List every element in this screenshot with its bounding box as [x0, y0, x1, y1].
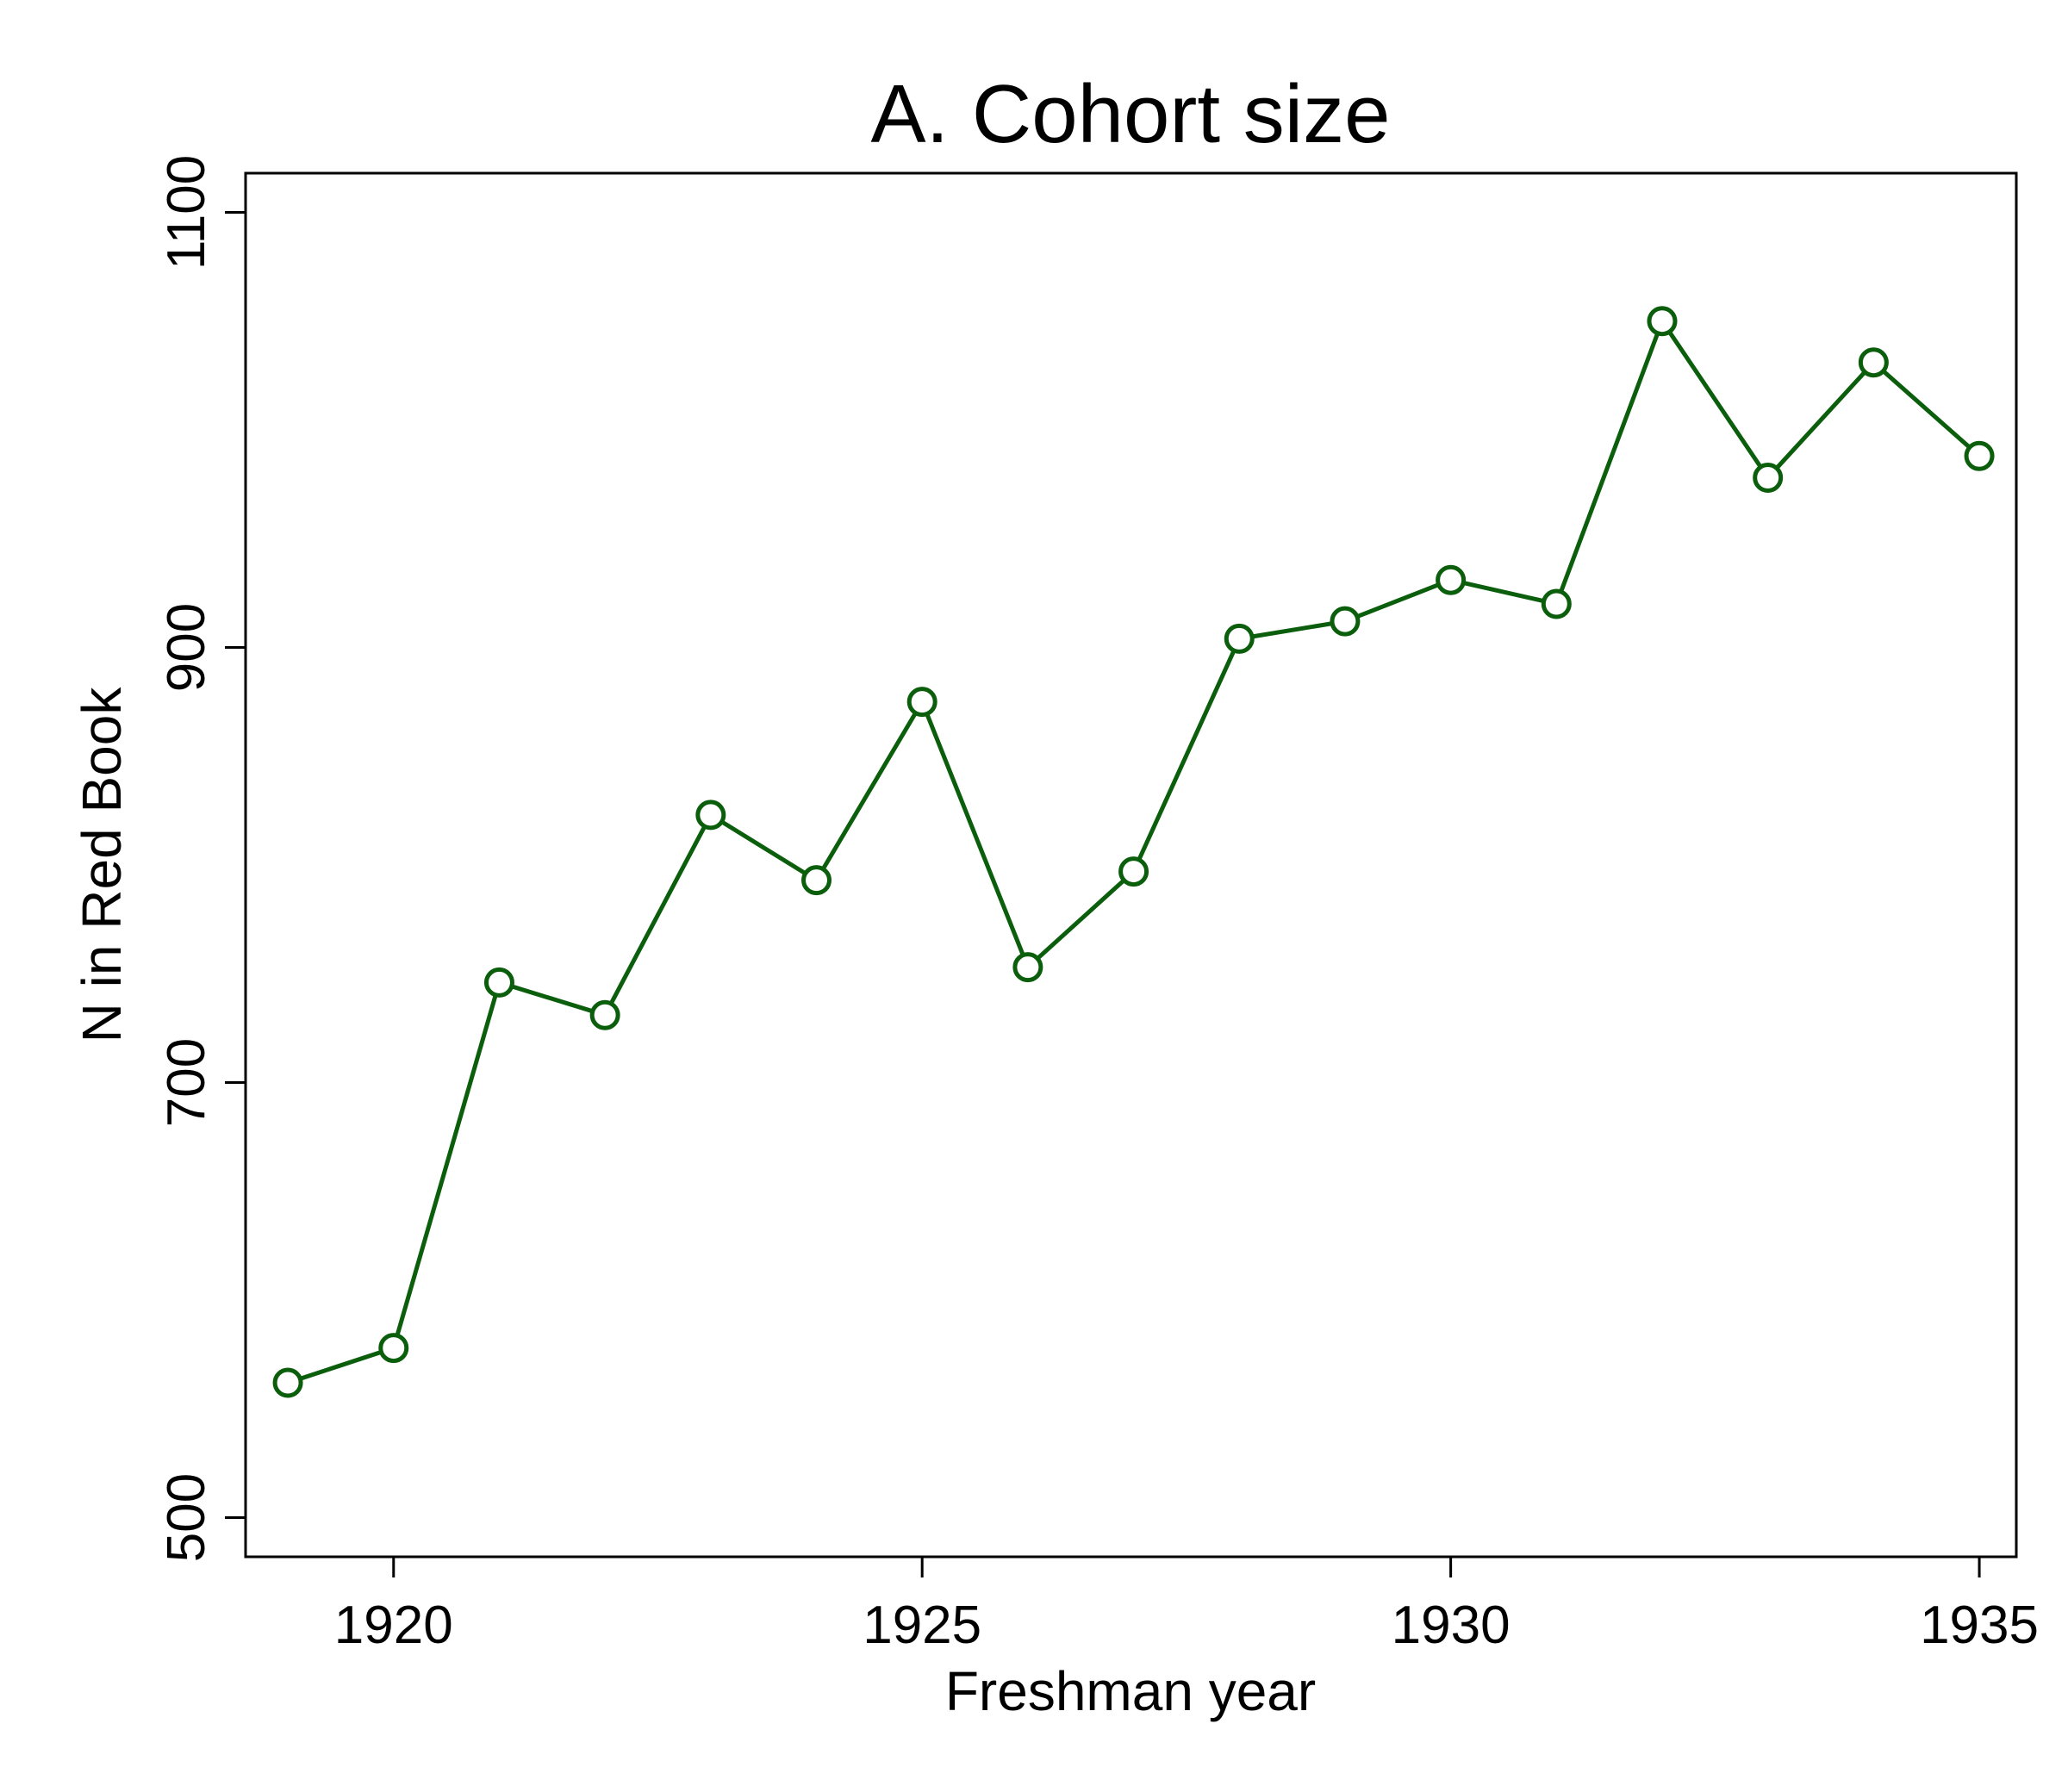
x-tick-label: 1920 [334, 1596, 453, 1655]
x-axis-label: Freshman year [945, 1660, 1316, 1722]
y-tick-label: 500 [157, 1473, 216, 1562]
data-point [1753, 463, 1784, 494]
data-point [906, 687, 937, 718]
y-tick-label: 1100 [157, 155, 216, 270]
y-axis-label: N in Red Book [71, 687, 133, 1043]
plot-area-frame [244, 171, 2018, 1559]
x-tick-label: 1935 [1920, 1596, 2039, 1655]
y-tick-label: 900 [157, 603, 216, 692]
data-point [1436, 564, 1467, 595]
data-point [1964, 440, 1995, 471]
data-point [1541, 588, 1572, 619]
data-point [1330, 606, 1361, 637]
y-tick-label: 700 [157, 1038, 216, 1127]
series-line [287, 319, 1981, 1385]
data-point [1118, 856, 1149, 887]
data-point [589, 999, 620, 1030]
y-axis: 500 700 900 1100 [157, 155, 246, 1562]
series-layer [272, 306, 1995, 1398]
data-point [1647, 306, 1678, 337]
data-point [801, 865, 832, 896]
x-tick-label: 1930 [1392, 1596, 1511, 1655]
data-point [695, 800, 726, 831]
x-axis: 1920 1925 1930 1935 [334, 1557, 2039, 1655]
x-tick-label: 1925 [863, 1596, 981, 1655]
data-point [1012, 952, 1043, 983]
chart-title: A. Cohort size [871, 68, 1391, 160]
data-point [1858, 347, 1889, 378]
data-point [378, 1333, 409, 1364]
data-point [1224, 623, 1255, 654]
data-point [483, 967, 514, 998]
data-point [272, 1367, 303, 1398]
